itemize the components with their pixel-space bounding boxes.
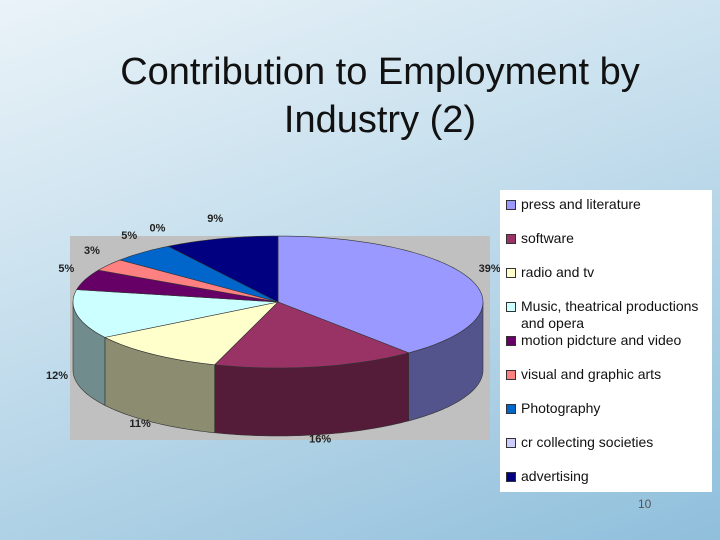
data-label: 0% xyxy=(149,222,165,234)
legend-swatch xyxy=(506,336,516,346)
data-label: 39% xyxy=(479,263,500,275)
slice xyxy=(97,259,279,303)
slice xyxy=(72,289,279,338)
legend-swatch xyxy=(506,200,516,210)
legend-entry: press and literature xyxy=(506,196,708,230)
legend-label: advertising xyxy=(521,468,589,484)
data-label: 9% xyxy=(207,213,223,225)
legend-swatch xyxy=(506,370,516,380)
slide-number: 10 xyxy=(638,497,652,511)
legend: press and literature software radio and tv… xyxy=(500,190,712,492)
legend-entry: motion pidcture and video xyxy=(506,332,708,366)
data-label: 5% xyxy=(121,230,137,242)
legend-label: cr collecting societies xyxy=(521,434,654,450)
legend-entry: Photography xyxy=(506,400,708,434)
data-label: 11% xyxy=(129,418,151,430)
legend-entry: cr collecting societies xyxy=(506,434,708,468)
legend-entry: software xyxy=(506,230,708,264)
slice xyxy=(103,301,279,366)
slice xyxy=(76,269,279,303)
legend-entry: Music, theatrical productions and opera xyxy=(506,298,708,332)
legend-label: Music, theatrical productions and opera xyxy=(521,298,699,331)
chart: 39% 16% 11% 12% 5% 3% 5% 0% 9% xyxy=(46,213,500,445)
legend-swatch xyxy=(506,302,516,312)
chart-title: Contribution to Employment by Industry (… xyxy=(120,51,640,141)
legend-label: visual and graphic arts xyxy=(521,366,662,382)
slice xyxy=(119,245,279,303)
legend-swatch xyxy=(506,404,516,414)
data-label: 16% xyxy=(309,433,331,445)
legend-entry: radio and tv xyxy=(506,264,708,298)
legend-label: Photography xyxy=(521,400,601,416)
legend-swatch xyxy=(506,234,516,244)
slice xyxy=(213,301,410,369)
data-label: 3% xyxy=(84,245,100,257)
data-label: 12% xyxy=(46,370,68,382)
legend-entry: visual and graphic arts xyxy=(506,366,708,400)
slice xyxy=(277,235,484,354)
legend-label: software xyxy=(521,230,574,246)
legend-swatch xyxy=(506,438,516,448)
legend-label: motion pidcture and video xyxy=(521,332,682,348)
legend-swatch xyxy=(506,472,516,482)
legend-label: radio and tv xyxy=(521,264,595,280)
data-label: 5% xyxy=(58,263,74,275)
legend-swatch xyxy=(506,268,516,278)
legend-entry: advertising xyxy=(506,468,708,502)
slice xyxy=(167,235,279,303)
legend-label: press and literature xyxy=(521,196,641,212)
